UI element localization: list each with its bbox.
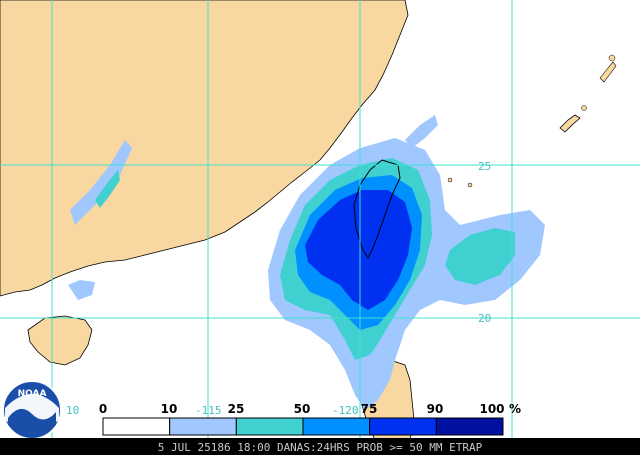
lon-label-left: 10	[66, 404, 79, 417]
island-dot	[467, 182, 473, 188]
legend-tick-75: 75	[361, 402, 378, 416]
noaa-logo-text: NOAA	[18, 389, 47, 399]
legend-swatch	[302, 417, 371, 436]
noaa-logo: NOAA	[2, 380, 62, 440]
legend-tick-50: 50	[294, 402, 311, 416]
island-dot	[608, 54, 616, 62]
legend-tick-0: 0	[99, 402, 107, 416]
footer-bar	[0, 438, 640, 455]
lat-label-25: 25	[478, 160, 491, 173]
legend-swatch	[369, 417, 437, 436]
prob-band-75-90	[305, 190, 412, 310]
legend-unit: %	[509, 402, 521, 416]
island-dot	[581, 105, 587, 111]
legend-swatch	[235, 417, 304, 436]
legend-swatch	[169, 417, 237, 436]
mainland-land	[0, 0, 409, 297]
island-dot	[447, 177, 453, 183]
lon-label-120: -120	[332, 404, 359, 417]
legend-tick-90: 90	[427, 402, 444, 416]
lon-label-115: -115	[195, 404, 222, 417]
legend-tick-100: 100	[479, 402, 504, 416]
hainan-island	[27, 315, 93, 366]
legend-colorbar	[102, 417, 504, 436]
taiwan-island	[353, 159, 401, 260]
legend-swatch	[435, 417, 504, 436]
lat-label-20: 20	[478, 312, 491, 325]
ryukyu-islands-2	[599, 61, 617, 83]
footer-caption: 5 JUL 25186 18:00 DANAS:24HRS PROB >= 50…	[158, 441, 483, 454]
legend-tick-10: 10	[161, 402, 178, 416]
legend-swatch	[102, 417, 171, 436]
legend-ticks: 0 10 25 50 75 90 100 %	[99, 402, 521, 416]
legend-tick-25: 25	[228, 402, 245, 416]
ryukyu-islands	[559, 114, 581, 133]
